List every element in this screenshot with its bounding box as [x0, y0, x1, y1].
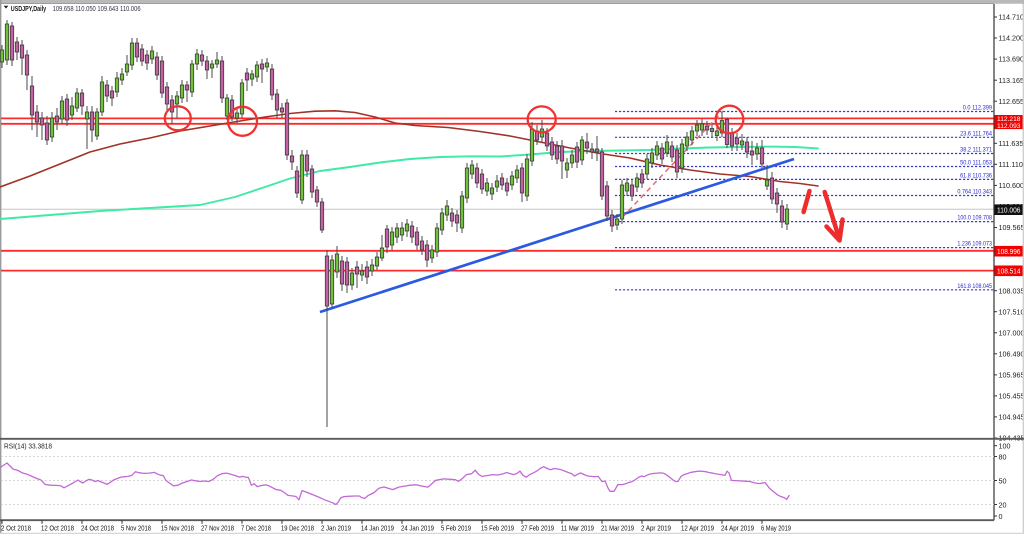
svg-text:50.0 111.053: 50.0 111.053: [960, 160, 992, 167]
svg-text:15 Feb 2019: 15 Feb 2019: [481, 524, 514, 533]
svg-text:5 Nov 2018: 5 Nov 2018: [121, 524, 151, 533]
svg-text:11 Mar 2019: 11 Mar 2019: [561, 524, 594, 533]
svg-text:100: 100: [999, 442, 1011, 451]
svg-text:38.2 111.371: 38.2 111.371: [960, 147, 992, 154]
svg-text:109.658 110.050 109.643 110.00: 109.658 110.050 109.643 110.006: [53, 4, 141, 13]
svg-text:21 Mar 2019: 21 Mar 2019: [601, 524, 634, 533]
svg-text:RSI(14) 33.3818: RSI(14) 33.3818: [4, 444, 52, 451]
svg-text:2 Apr 2019: 2 Apr 2019: [641, 524, 671, 533]
svg-text:110.006: 110.006: [997, 205, 1021, 214]
svg-text:114.710: 114.710: [999, 13, 1024, 22]
svg-text:113.165: 113.165: [999, 76, 1024, 85]
svg-text:108.996: 108.996: [997, 247, 1021, 256]
svg-text:112.218: 112.218: [997, 116, 1021, 123]
svg-text:110.600: 110.600: [999, 181, 1024, 190]
svg-text:27 Nov 2018: 27 Nov 2018: [201, 524, 234, 533]
svg-text:105.965: 105.965: [999, 371, 1024, 380]
svg-text:112.655: 112.655: [999, 97, 1024, 106]
svg-text:1.236 109.073: 1.236 109.073: [957, 241, 992, 248]
svg-text:61.8 110.736: 61.8 110.736: [960, 172, 992, 179]
svg-text:111.110: 111.110: [999, 160, 1023, 169]
svg-text:24 Oct 2018: 24 Oct 2018: [81, 524, 114, 533]
svg-text:108.035: 108.035: [999, 286, 1024, 295]
svg-text:112.093: 112.093: [997, 123, 1021, 130]
svg-text:24 Apr 2019: 24 Apr 2019: [721, 524, 754, 533]
svg-text:5 Feb 2019: 5 Feb 2019: [441, 524, 471, 533]
svg-text:114.200: 114.200: [999, 34, 1024, 43]
svg-text:2 Oct 2018: 2 Oct 2018: [1, 524, 31, 533]
svg-text:50: 50: [999, 476, 1007, 485]
svg-text:113.690: 113.690: [999, 55, 1024, 64]
svg-text:0.764 110.343: 0.764 110.343: [957, 189, 992, 196]
svg-text:161.8 108.045: 161.8 108.045: [957, 283, 992, 290]
svg-text:20: 20: [999, 500, 1007, 509]
svg-text:12 Oct 2018: 12 Oct 2018: [41, 524, 74, 533]
svg-text:0: 0: [999, 512, 1003, 521]
svg-text:27 Feb 2019: 27 Feb 2019: [521, 524, 554, 533]
svg-text:105.455: 105.455: [999, 392, 1024, 401]
svg-text:80: 80: [999, 452, 1007, 461]
svg-text:107.000: 107.000: [999, 328, 1024, 337]
svg-text:12 Apr 2019: 12 Apr 2019: [681, 524, 714, 533]
svg-text:6 May 2019: 6 May 2019: [761, 524, 791, 533]
svg-text:24 Jan 2019: 24 Jan 2019: [401, 524, 434, 533]
svg-text:104.945: 104.945: [999, 413, 1024, 422]
svg-text:0.0 112.399: 0.0 112.399: [963, 105, 992, 112]
svg-text:100.0 109.708: 100.0 109.708: [957, 215, 992, 222]
svg-text:107.510: 107.510: [999, 307, 1024, 316]
svg-text:14 Jan 2019: 14 Jan 2019: [361, 524, 394, 533]
svg-text:23.6 111.764: 23.6 111.764: [960, 130, 992, 137]
svg-text:106.490: 106.490: [999, 349, 1024, 358]
svg-text:109.565: 109.565: [999, 223, 1024, 232]
svg-text:111.635: 111.635: [999, 139, 1024, 148]
svg-text:7 Dec 2018: 7 Dec 2018: [241, 524, 271, 533]
svg-text:108.514: 108.514: [997, 267, 1021, 276]
svg-text:19 Dec 2018: 19 Dec 2018: [281, 524, 314, 533]
svg-text:USDJPY,Daily: USDJPY,Daily: [11, 4, 47, 13]
svg-text:2 Jan 2019: 2 Jan 2019: [321, 524, 351, 533]
svg-text:15 Nov 2018: 15 Nov 2018: [161, 524, 194, 533]
